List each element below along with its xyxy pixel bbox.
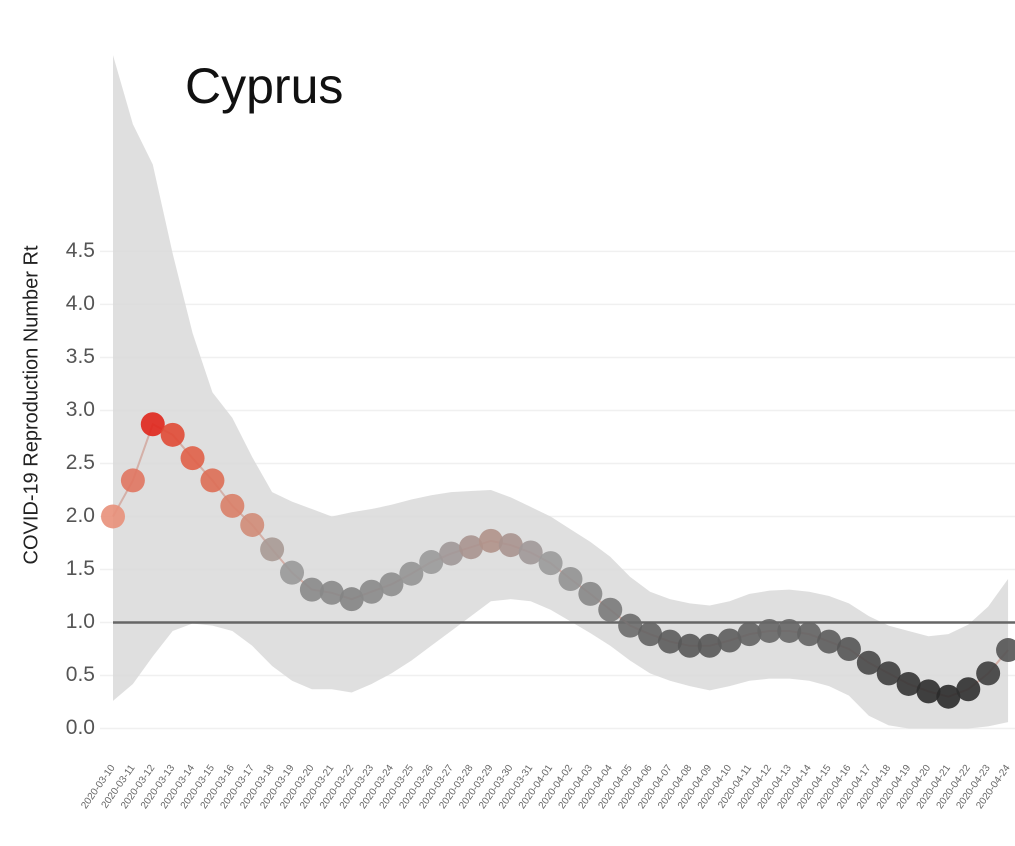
point <box>319 580 344 605</box>
y-tick-label: 3.0 <box>66 398 95 421</box>
y-tick-label: 4.5 <box>66 239 95 262</box>
point <box>598 597 623 622</box>
y-tick-label: 3.5 <box>66 345 95 368</box>
y-tick-label: 2.5 <box>66 451 95 474</box>
y-tick-label: 2.0 <box>66 504 95 527</box>
plot-area <box>100 55 1015 730</box>
chart-title: Cyprus <box>185 58 343 114</box>
point <box>120 468 145 493</box>
point <box>240 512 265 537</box>
point <box>538 551 563 576</box>
point <box>638 622 663 647</box>
point <box>260 537 285 562</box>
y-tick-label: 0.5 <box>66 663 95 686</box>
point <box>836 636 861 661</box>
point <box>220 493 245 518</box>
point <box>359 579 384 604</box>
point <box>936 684 961 709</box>
point <box>856 650 881 675</box>
point <box>657 629 682 654</box>
point <box>439 541 464 566</box>
point <box>618 613 643 638</box>
point <box>697 633 722 658</box>
point <box>478 528 503 553</box>
y-tick-label: 1.0 <box>66 610 95 633</box>
point <box>677 633 702 658</box>
point <box>817 629 842 654</box>
point <box>777 618 802 643</box>
point <box>180 446 205 471</box>
y-axis-label: COVID-19 Reproduction Number Rt <box>20 245 42 564</box>
point <box>379 572 404 597</box>
confidence-band <box>113 55 1009 729</box>
y-tick-label: 4.0 <box>66 292 95 315</box>
point <box>518 540 543 565</box>
point <box>717 628 742 653</box>
point <box>996 638 1015 663</box>
point <box>916 679 941 704</box>
point <box>419 550 444 575</box>
point <box>558 567 583 592</box>
point <box>101 504 125 529</box>
point <box>459 535 484 560</box>
point <box>976 661 1001 686</box>
point <box>160 422 185 447</box>
y-tick-label: 1.5 <box>66 557 95 580</box>
point <box>578 581 603 606</box>
point <box>200 468 225 493</box>
point <box>339 587 364 612</box>
point <box>140 412 165 437</box>
point <box>280 560 305 585</box>
point <box>956 677 981 702</box>
point <box>896 671 921 696</box>
point <box>757 618 782 643</box>
point <box>737 622 762 647</box>
series-line <box>112 422 1009 698</box>
point <box>797 622 822 647</box>
point <box>876 661 901 686</box>
point <box>399 561 424 586</box>
point <box>498 533 523 558</box>
point <box>299 577 324 602</box>
y-tick-label: 0.0 <box>66 716 95 739</box>
